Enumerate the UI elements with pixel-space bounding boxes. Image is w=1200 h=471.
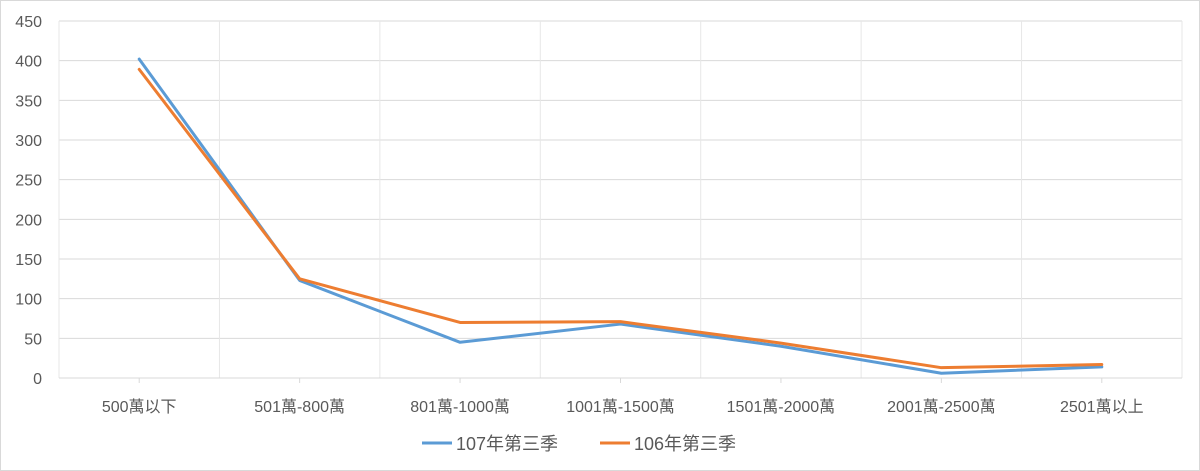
legend-label: 107年第三季 (456, 434, 558, 454)
legend: 107年第三季 106年第三季 (422, 434, 736, 454)
x-tick-label: 500萬以下 (102, 398, 177, 416)
x-tick-label: 2501萬以上 (1060, 398, 1144, 416)
y-tick-label: 300 (15, 133, 42, 150)
y-tick-label: 200 (15, 212, 42, 229)
y-tick-label: 0 (33, 371, 42, 388)
x-tick-label: 801萬-1000萬 (410, 398, 510, 416)
x-tick-label: 2001萬-2500萬 (887, 398, 996, 416)
y-tick-label: 450 (15, 14, 42, 31)
y-tick-label: 50 (24, 331, 42, 348)
legend-label: 106年第三季 (634, 434, 736, 454)
series-lines (137, 57, 1104, 375)
x-tick-label: 1001萬-1500萬 (566, 398, 675, 416)
gridlines (58, 20, 1183, 378)
y-tick-label: 400 (15, 54, 42, 71)
y-tick-label: 150 (15, 252, 42, 269)
x-tick-label: 1501萬-2000萬 (727, 398, 836, 416)
axes: 0 50 100 150 200 250 300 350 400 450 500萬以下 501萬-80… (15, 14, 1182, 416)
y-tick-label: 350 (15, 93, 42, 110)
y-tick-label: 100 (15, 292, 42, 309)
series-line-1 (137, 57, 1104, 375)
series-line-2 (137, 67, 1104, 370)
x-tick-label: 501萬-800萬 (254, 398, 345, 416)
y-tick-label: 250 (15, 173, 42, 190)
